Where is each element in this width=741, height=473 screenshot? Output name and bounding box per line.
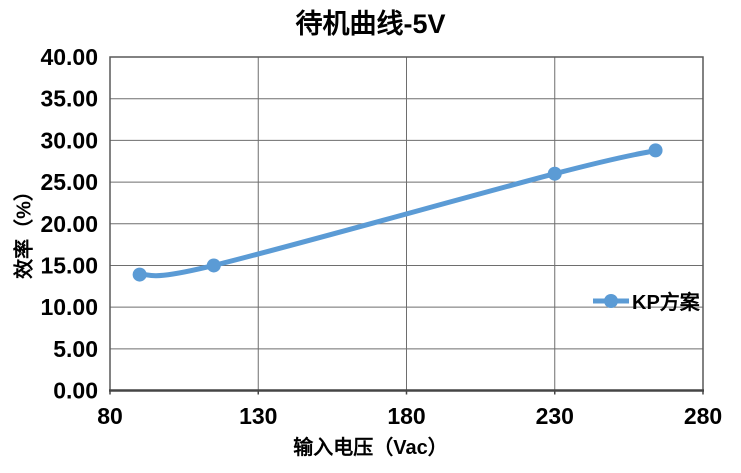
legend-label: KP方案 (632, 292, 700, 314)
x-tick-label: 280 (684, 403, 722, 429)
y-tick-label: 15.00 (40, 252, 98, 278)
y-tick-label: 0.00 (53, 378, 98, 404)
line-marker-icon (593, 293, 629, 308)
series-line (137, 147, 659, 279)
y-tick-label: 10.00 (40, 294, 98, 320)
x-tick-label: 80 (97, 403, 123, 429)
chart-title: 待机曲线-5V (295, 9, 446, 39)
y-tick-label: 5.00 (53, 336, 98, 362)
x-tick-label: 180 (387, 403, 425, 429)
legend: KP方案 (591, 286, 700, 315)
y-tick-label: 30.00 (40, 127, 98, 153)
y-tick-label: 40.00 (40, 44, 98, 70)
x-tick-label: 130 (239, 403, 277, 429)
data-point (547, 166, 562, 181)
y-tick-label: 35.00 (40, 86, 98, 112)
y-tick-label: 20.00 (40, 211, 98, 237)
x-axis-title: 输入电压（Vac） (293, 437, 448, 459)
y-axis-title-text: 效率（%） (13, 181, 36, 279)
data-point (132, 267, 147, 282)
data-point (648, 143, 663, 158)
x-tick-label: 230 (536, 403, 574, 429)
y-tick-label: 25.00 (40, 169, 98, 195)
data-point (206, 258, 221, 273)
